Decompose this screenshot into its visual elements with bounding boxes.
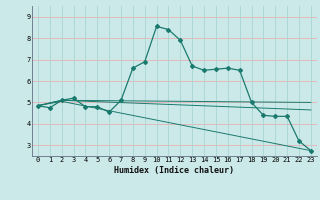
X-axis label: Humidex (Indice chaleur): Humidex (Indice chaleur) bbox=[115, 166, 234, 175]
